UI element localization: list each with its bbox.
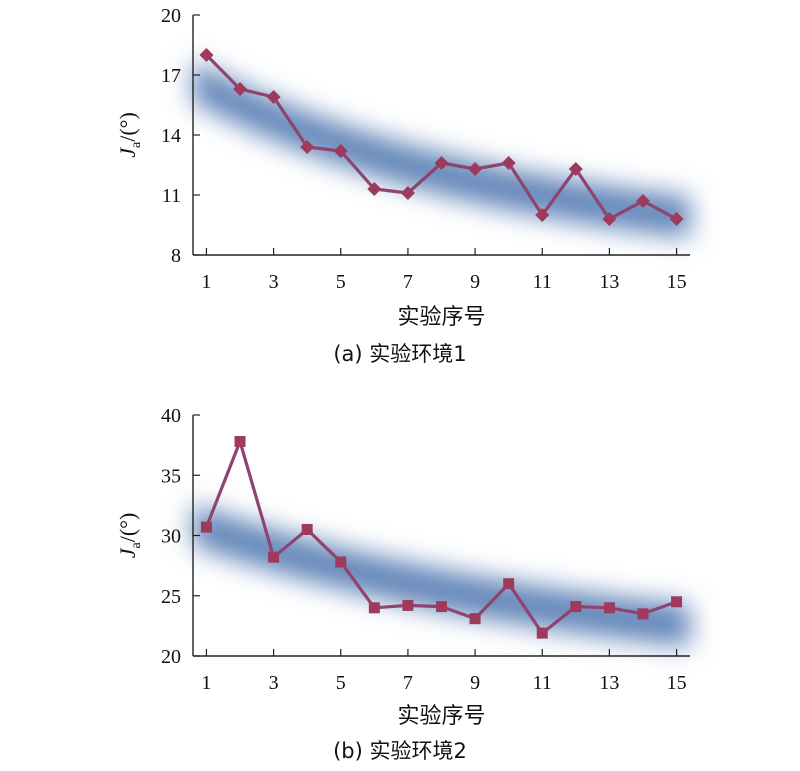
data-point	[436, 601, 447, 613]
data-point	[503, 578, 515, 590]
data-point	[368, 602, 380, 614]
data-point	[266, 90, 281, 104]
data-point	[335, 556, 347, 568]
y-axis-title-subscript: a	[129, 141, 144, 148]
x-tick-label: 5	[336, 672, 346, 694]
y-tick-label: 30	[161, 526, 181, 548]
y-axis-title-symbol: J	[115, 147, 140, 158]
y-axis-title-unit: /(°)	[115, 112, 140, 142]
data-point	[535, 208, 550, 222]
data-point	[300, 140, 315, 154]
y-axis-title-symbol: J	[115, 547, 140, 558]
data-point	[501, 156, 516, 170]
y-axis-title-subscript: a	[129, 542, 144, 549]
x-tick-label: 7	[403, 271, 413, 293]
y-tick-label: 17	[161, 65, 181, 87]
data-point	[568, 162, 583, 176]
x-tick-label: 13	[599, 271, 619, 293]
x-tick-label: 9	[470, 271, 480, 293]
x-tick-label: 15	[667, 672, 687, 694]
y-axis-title-unit: /(°)	[115, 513, 140, 543]
x-tick-label: 3	[269, 672, 279, 694]
data-point	[268, 551, 280, 563]
y-tick-label: 14	[161, 125, 181, 147]
data-point	[671, 596, 683, 608]
x-tick-label: 3	[269, 271, 279, 293]
panel-caption: (b) 实验环境2	[333, 739, 467, 763]
x-axis-title: 实验序号	[397, 704, 485, 729]
data-point	[635, 194, 650, 208]
y-tick-label: 11	[162, 185, 181, 207]
y-tick-label: 35	[161, 465, 181, 487]
x-tick-label: 1	[201, 271, 211, 293]
y-tick-label: 40	[161, 405, 181, 427]
trend-band	[193, 504, 690, 647]
data-point	[637, 608, 649, 620]
x-tick-label: 5	[336, 271, 346, 293]
y-tick-label: 20	[161, 646, 181, 668]
data-point	[468, 162, 483, 176]
data-point	[434, 156, 449, 170]
data-point	[603, 602, 615, 614]
data-point	[536, 627, 548, 639]
trend-band	[193, 60, 690, 238]
x-tick-label: 11	[533, 672, 552, 694]
x-tick-label: 13	[599, 672, 619, 694]
data-point	[367, 182, 382, 196]
y-axis-title: Ja/(°)	[115, 112, 144, 158]
data-point	[570, 601, 582, 613]
data-point	[233, 82, 248, 96]
data-point	[333, 144, 348, 158]
x-tick-label: 11	[533, 271, 552, 293]
data-point	[200, 521, 212, 533]
y-tick-label: 8	[171, 245, 181, 267]
data-point	[602, 212, 617, 226]
data-point	[402, 599, 414, 611]
data-point	[199, 48, 214, 62]
data-point	[469, 613, 481, 625]
x-axis-title: 实验序号	[397, 305, 485, 330]
data-point	[301, 523, 313, 535]
data-point	[400, 186, 415, 200]
x-tick-label: 7	[403, 672, 413, 694]
y-tick-label: 20	[161, 5, 181, 27]
data-point	[669, 212, 684, 226]
x-tick-label: 9	[470, 672, 480, 694]
x-tick-label: 1	[201, 672, 211, 694]
panel-caption: (a) 实验环境1	[333, 342, 466, 366]
y-axis-title: Ja/(°)	[115, 513, 144, 559]
data-point	[234, 436, 246, 448]
y-tick-label: 25	[161, 586, 181, 608]
x-tick-label: 15	[667, 271, 687, 293]
